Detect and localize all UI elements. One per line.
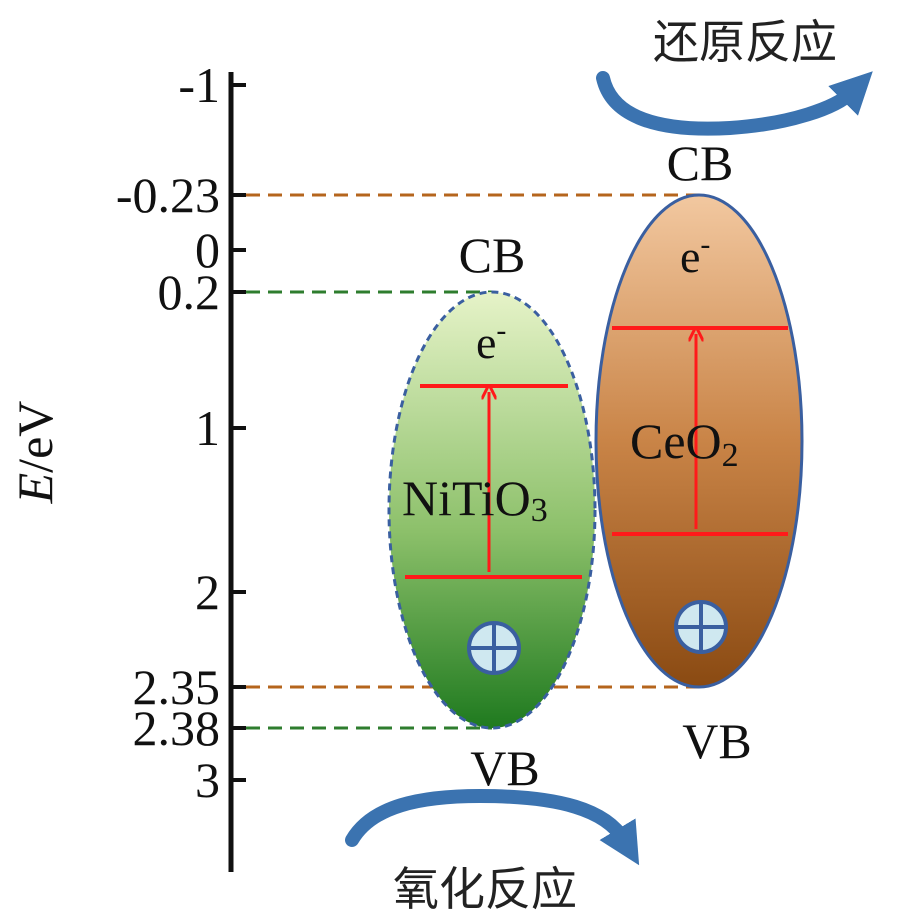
oxidation-label: 氧化反应	[393, 862, 577, 916]
nitio3-name: NiTiO3	[402, 470, 548, 529]
oxidation-curved-arrow-icon	[345, 788, 640, 866]
y-tick-label: 2.38	[133, 700, 221, 756]
reduction-curved-arrow-icon	[596, 71, 873, 136]
ceo2-electron: e-	[680, 228, 710, 282]
ceo2-band: CeO2 e-	[594, 193, 804, 689]
y-tick-label: 2	[195, 564, 220, 620]
y-tick-label: 0	[195, 222, 220, 278]
nitio3-vb-label: VB	[470, 740, 539, 796]
oxidation-reaction: 氧化反应	[345, 788, 640, 916]
y-tick-label: 0.2	[158, 264, 221, 320]
ceo2-name: CeO2	[630, 413, 739, 474]
reduction-label: 还原反应	[653, 15, 837, 69]
ceo2-ellipse	[594, 193, 804, 689]
ceo2-cb-label: CB	[667, 135, 734, 191]
nitio3-electron: e-	[476, 314, 506, 368]
ceo2-hole-icon	[674, 600, 728, 654]
y-tick-label: -1	[178, 57, 220, 113]
ceo2-vb-label: VB	[682, 713, 751, 769]
y-axis-title: E/eV	[7, 401, 63, 505]
y-tick-label: -0.23	[116, 167, 220, 223]
reduction-reaction: 还原反应	[596, 15, 873, 136]
nitio3-cb-label: CB	[459, 227, 526, 283]
nitio3-hole-icon	[467, 621, 521, 675]
nitio3-ellipse	[387, 290, 597, 730]
nitio3-band: NiTiO3 e-	[387, 290, 597, 730]
y-tick-label: 3	[195, 752, 220, 808]
y-tick-label: 2.35	[133, 659, 221, 715]
y-tick-label: 1	[195, 400, 220, 456]
